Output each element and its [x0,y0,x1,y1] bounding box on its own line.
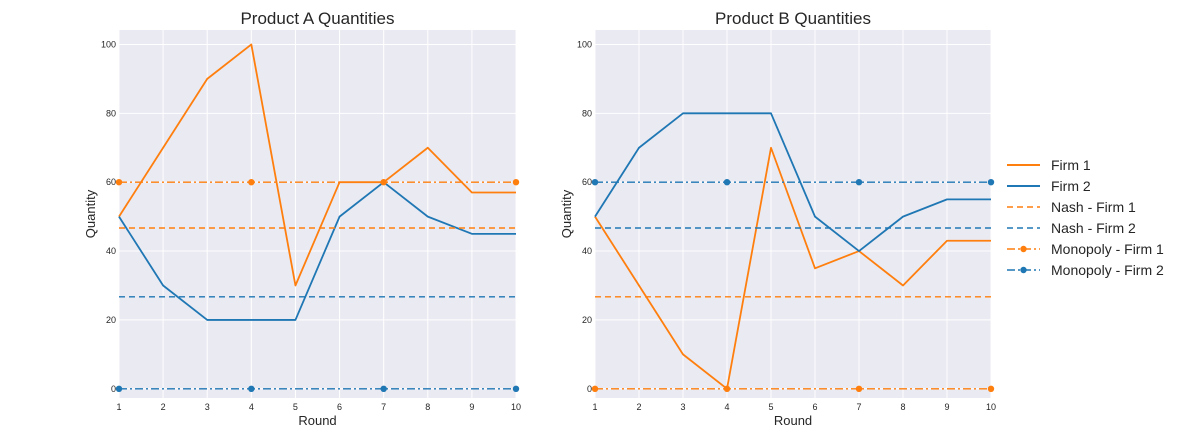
y-tick-label: 20 [582,315,592,325]
series-marker [591,178,599,186]
x-tick-label: 9 [944,402,949,412]
series-marker [115,178,123,186]
plot-area [595,30,991,398]
legend-item: Monopoly - Firm 1 [1007,241,1164,257]
legend-swatch-marker [1020,266,1027,274]
x-tick-label: 2 [636,402,641,412]
x-tick-label: 3 [680,402,685,412]
x-tick-label: 8 [900,402,905,412]
legend: Firm 1 Firm 2 Nash - Firm 1 Nash - Firm 2 Mo… [1007,157,1164,278]
series-marker [248,178,255,186]
y-tick-label: 60 [582,177,592,187]
series-marker [512,385,520,392]
series-marker [723,178,731,186]
legend-item: Firm 1 [1007,157,1091,173]
x-tick-label: 6 [337,402,342,412]
x-tick-label: 7 [856,402,861,412]
plot-area [119,30,516,398]
x-tick-label: 10 [986,402,996,412]
y-tick-label: 40 [582,246,592,256]
legend-label: Monopoly - Firm 1 [1051,241,1164,257]
x-tick-label: 7 [381,402,386,412]
y-tick-label: 80 [106,108,116,118]
legend-item: Nash - Firm 2 [1007,220,1136,236]
chart-title: Product A Quantities [240,9,394,28]
series-marker [987,385,995,392]
x-tick-label: 8 [425,402,430,412]
series-marker [987,178,995,186]
legend-label: Monopoly - Firm 2 [1051,262,1164,278]
legend-label: Firm 2 [1051,178,1091,194]
series-marker [380,178,387,186]
series-line-firm-2 [118,181,516,321]
x-tick-label: 3 [205,402,210,412]
y-tick-label: 100 [577,39,592,49]
chart-title: Product B Quantities [715,9,871,28]
y-tick-label: 100 [101,39,116,49]
x-tick-label: 4 [249,402,254,412]
x-axis-label: Round [298,413,336,428]
x-tick-label: 6 [812,402,817,412]
x-axis-label: Round [774,413,812,428]
x-tick-label: 5 [768,402,773,412]
x-tick-label: 1 [592,402,597,412]
legend-label: Nash - Firm 1 [1051,199,1136,215]
y-tick-label: 0 [587,384,592,394]
legend-item: Nash - Firm 1 [1007,199,1136,215]
y-tick-label: 60 [106,177,116,187]
legend-item: Firm 2 [1007,178,1091,194]
series-line-firm-1 [594,146,991,390]
x-tick-label: 9 [469,402,474,412]
x-tick-label: 10 [511,402,521,412]
series-line-firm-2 [594,112,991,252]
y-tick-label: 0 [111,384,116,394]
series-marker [723,385,731,392]
y-axis-label: Quantity [559,189,574,238]
y-tick-label: 20 [106,315,116,325]
series-line-firm-1 [118,43,516,287]
series-marker [855,178,863,186]
series-marker [115,385,123,392]
series-marker [591,385,599,392]
legend-swatch-marker [1020,245,1027,253]
legend-item: Monopoly - Firm 2 [1007,262,1164,278]
series-marker [248,385,255,392]
series-marker [380,385,387,392]
legend-label: Nash - Firm 2 [1051,220,1136,236]
series-marker [512,178,520,186]
x-tick-label: 5 [293,402,298,412]
x-tick-label: 1 [116,402,121,412]
legend-label: Firm 1 [1051,157,1091,173]
y-tick-label: 40 [106,246,116,256]
y-tick-label: 80 [582,108,592,118]
series-marker [855,385,863,392]
y-axis-label: Quantity [83,189,98,238]
x-tick-label: 4 [724,402,729,412]
x-tick-label: 2 [161,402,166,412]
